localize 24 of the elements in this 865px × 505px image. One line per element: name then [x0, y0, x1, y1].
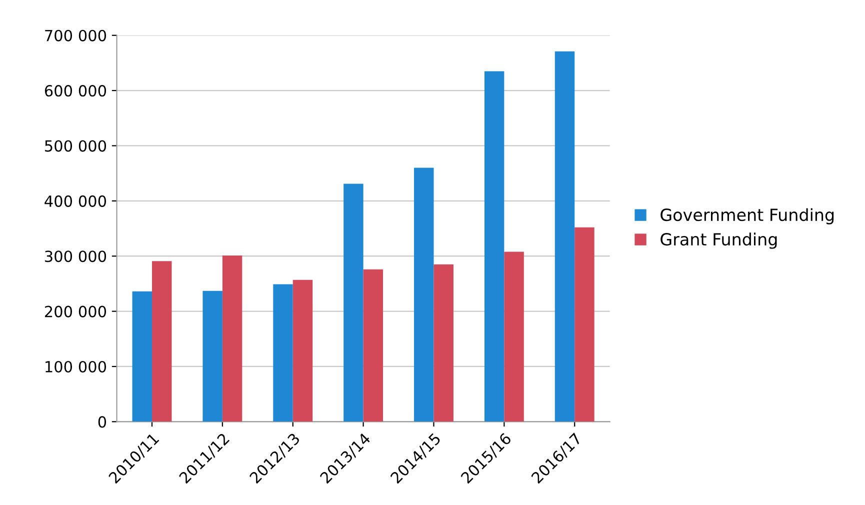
bar: [273, 284, 293, 422]
bar: [344, 184, 364, 422]
bar: [434, 264, 454, 422]
bar: [152, 261, 172, 422]
bar: [222, 256, 242, 422]
legend-label: Grant Funding: [660, 232, 777, 249]
y-tick-label: 300 000: [45, 250, 106, 262]
bar: [202, 290, 222, 422]
bar: [132, 291, 152, 422]
bar: [554, 51, 575, 422]
bar: [414, 168, 434, 422]
bar: [292, 280, 313, 422]
y-tick-label: 100 000: [46, 360, 106, 373]
y-tick-label: 200 000: [44, 306, 106, 318]
bar: [363, 269, 384, 422]
bar: [484, 71, 504, 422]
legend-label: Government Funding: [660, 208, 834, 224]
y-tick-label: 700 000: [45, 30, 106, 42]
y-tick-label: 500 000: [45, 140, 106, 152]
y-tick-label: 0: [98, 416, 106, 428]
y-tick-label: 600 000: [44, 85, 106, 97]
bar: [574, 227, 594, 422]
y-tick-label: 400 000: [44, 195, 106, 207]
bar: [504, 252, 524, 422]
